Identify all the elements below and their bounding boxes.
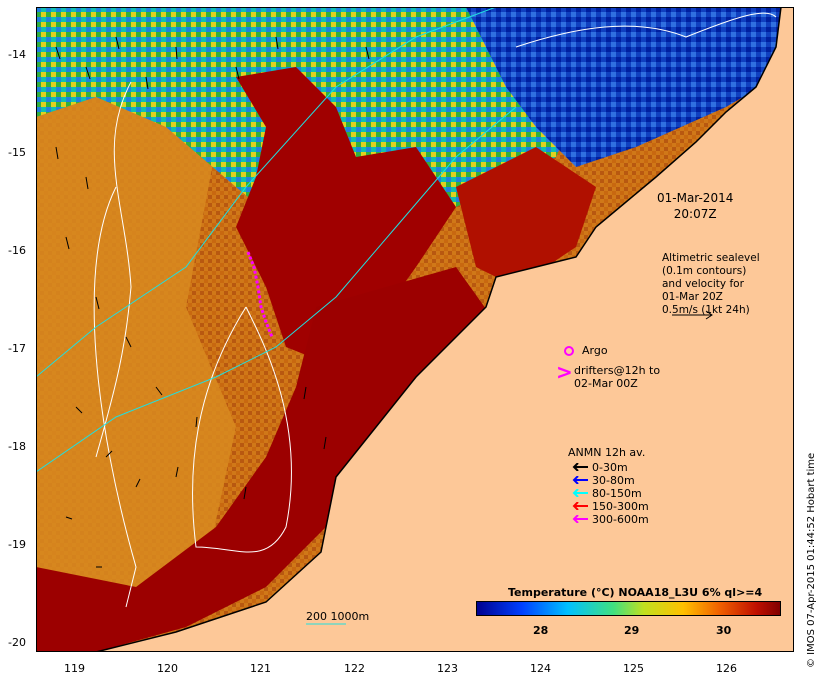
map-frame-border (36, 7, 794, 652)
colorbar-title: Temperature (°C) NOAA18_L3U 6% ql>=4 (508, 586, 763, 599)
temperature-colorbar (476, 601, 781, 616)
land-mass (96, 7, 794, 652)
coastline (95, 7, 782, 652)
altimetry-line: and velocity for (662, 278, 744, 290)
lon-tick: 123 (437, 662, 458, 675)
anmn-legend-item: 150-300m (568, 500, 649, 513)
drifters-label: drifters@12h to 02-Mar 00Z (574, 364, 660, 390)
argo-marker-icon (564, 346, 574, 356)
bathy-legend-line (306, 623, 346, 625)
lat-tick: -14 (8, 48, 26, 61)
velocity-vectors (55, 36, 370, 568)
time-line: 20:07Z (673, 207, 717, 221)
colorbar-tick: 28 (533, 624, 549, 637)
anmn-legend-label: 0-30m (592, 461, 628, 474)
lon-tick: 122 (344, 662, 365, 675)
sealevel-contour-4 (515, 12, 777, 48)
lon-tick: 124 (530, 662, 551, 675)
sst-map-canvas (36, 7, 794, 652)
altimetry-line: 0.5m/s (1kt 24h) (662, 304, 750, 316)
date-annotation: 01-Mar-2014 20:07Z (657, 190, 733, 222)
anmn-legend-item: 300-600m (568, 513, 649, 526)
altimetry-annotation: Altimetric sealevel (0.1m contours) and … (662, 252, 760, 317)
drifter-marker-icon: > (556, 360, 573, 384)
velocity-scale-arrow (672, 310, 713, 320)
colorbar-tick: 29 (624, 624, 640, 637)
cold-patch (466, 7, 794, 167)
lat-tick: -17 (8, 342, 26, 355)
drifters-line: 02-Mar 00Z (574, 377, 638, 390)
lon-tick: 120 (157, 662, 178, 675)
bathy-legend-label: 200 1000m (306, 610, 370, 623)
anmn-legend-label: 300-600m (592, 513, 649, 526)
arrow-icon (572, 476, 588, 484)
anmn-legend-label: 150-300m (592, 500, 649, 513)
arrow-icon (572, 463, 588, 471)
bathy-contour-1000 (36, 106, 517, 473)
lat-tick: -18 (8, 440, 26, 453)
sealevel-contour-2 (95, 81, 132, 458)
lat-tick: -20 (8, 636, 26, 649)
anmn-legend: ANMN 12h av. 0-30m 30-80m 80-150m 150-30… (568, 446, 649, 526)
lat-tick: -15 (8, 146, 26, 159)
colorbar-tick: 30 (716, 624, 732, 637)
sealevel-contour-3 (192, 306, 292, 553)
arrow-icon (572, 502, 588, 510)
altimetry-line: (0.1m contours) (662, 265, 747, 277)
warm-tongue-center (236, 67, 456, 367)
arrow-icon (572, 489, 588, 497)
altimetry-line: Altimetric sealevel (662, 252, 760, 264)
anmn-legend-title: ANMN 12h av. (568, 446, 646, 459)
drifters-line: drifters@12h to (574, 364, 661, 377)
arrow-icon (572, 515, 588, 523)
copyright-text: © IMOS 07-Apr-2015 01:44:52 Hobart time (806, 452, 817, 668)
argo-label: Argo (582, 344, 608, 357)
western-warm-region (36, 67, 236, 652)
lat-tick: -19 (8, 538, 26, 551)
anmn-legend-label: 80-150m (592, 487, 642, 500)
anmn-legend-item: 30-80m (568, 474, 645, 487)
lon-tick: 121 (250, 662, 271, 675)
anmn-legend-item: 80-150m (568, 487, 645, 500)
warm-coastal-band (36, 267, 506, 652)
sst-map[interactable] (36, 7, 794, 652)
warm-southeast-bloom (456, 147, 596, 287)
lon-tick: 125 (623, 662, 644, 675)
anmn-legend-item: 0-30m (568, 461, 645, 474)
anmn-legend-label: 30-80m (592, 474, 635, 487)
drifter-track (246, 251, 274, 338)
date-line: 01-Mar-2014 (657, 191, 734, 205)
altimetry-line: 01-Mar 20Z (662, 291, 723, 303)
lon-tick: 119 (64, 662, 85, 675)
lat-tick: -16 (8, 244, 26, 257)
lon-tick: 126 (716, 662, 737, 675)
sealevel-contour-1 (93, 186, 137, 608)
bathy-contour-200 (36, 7, 497, 378)
